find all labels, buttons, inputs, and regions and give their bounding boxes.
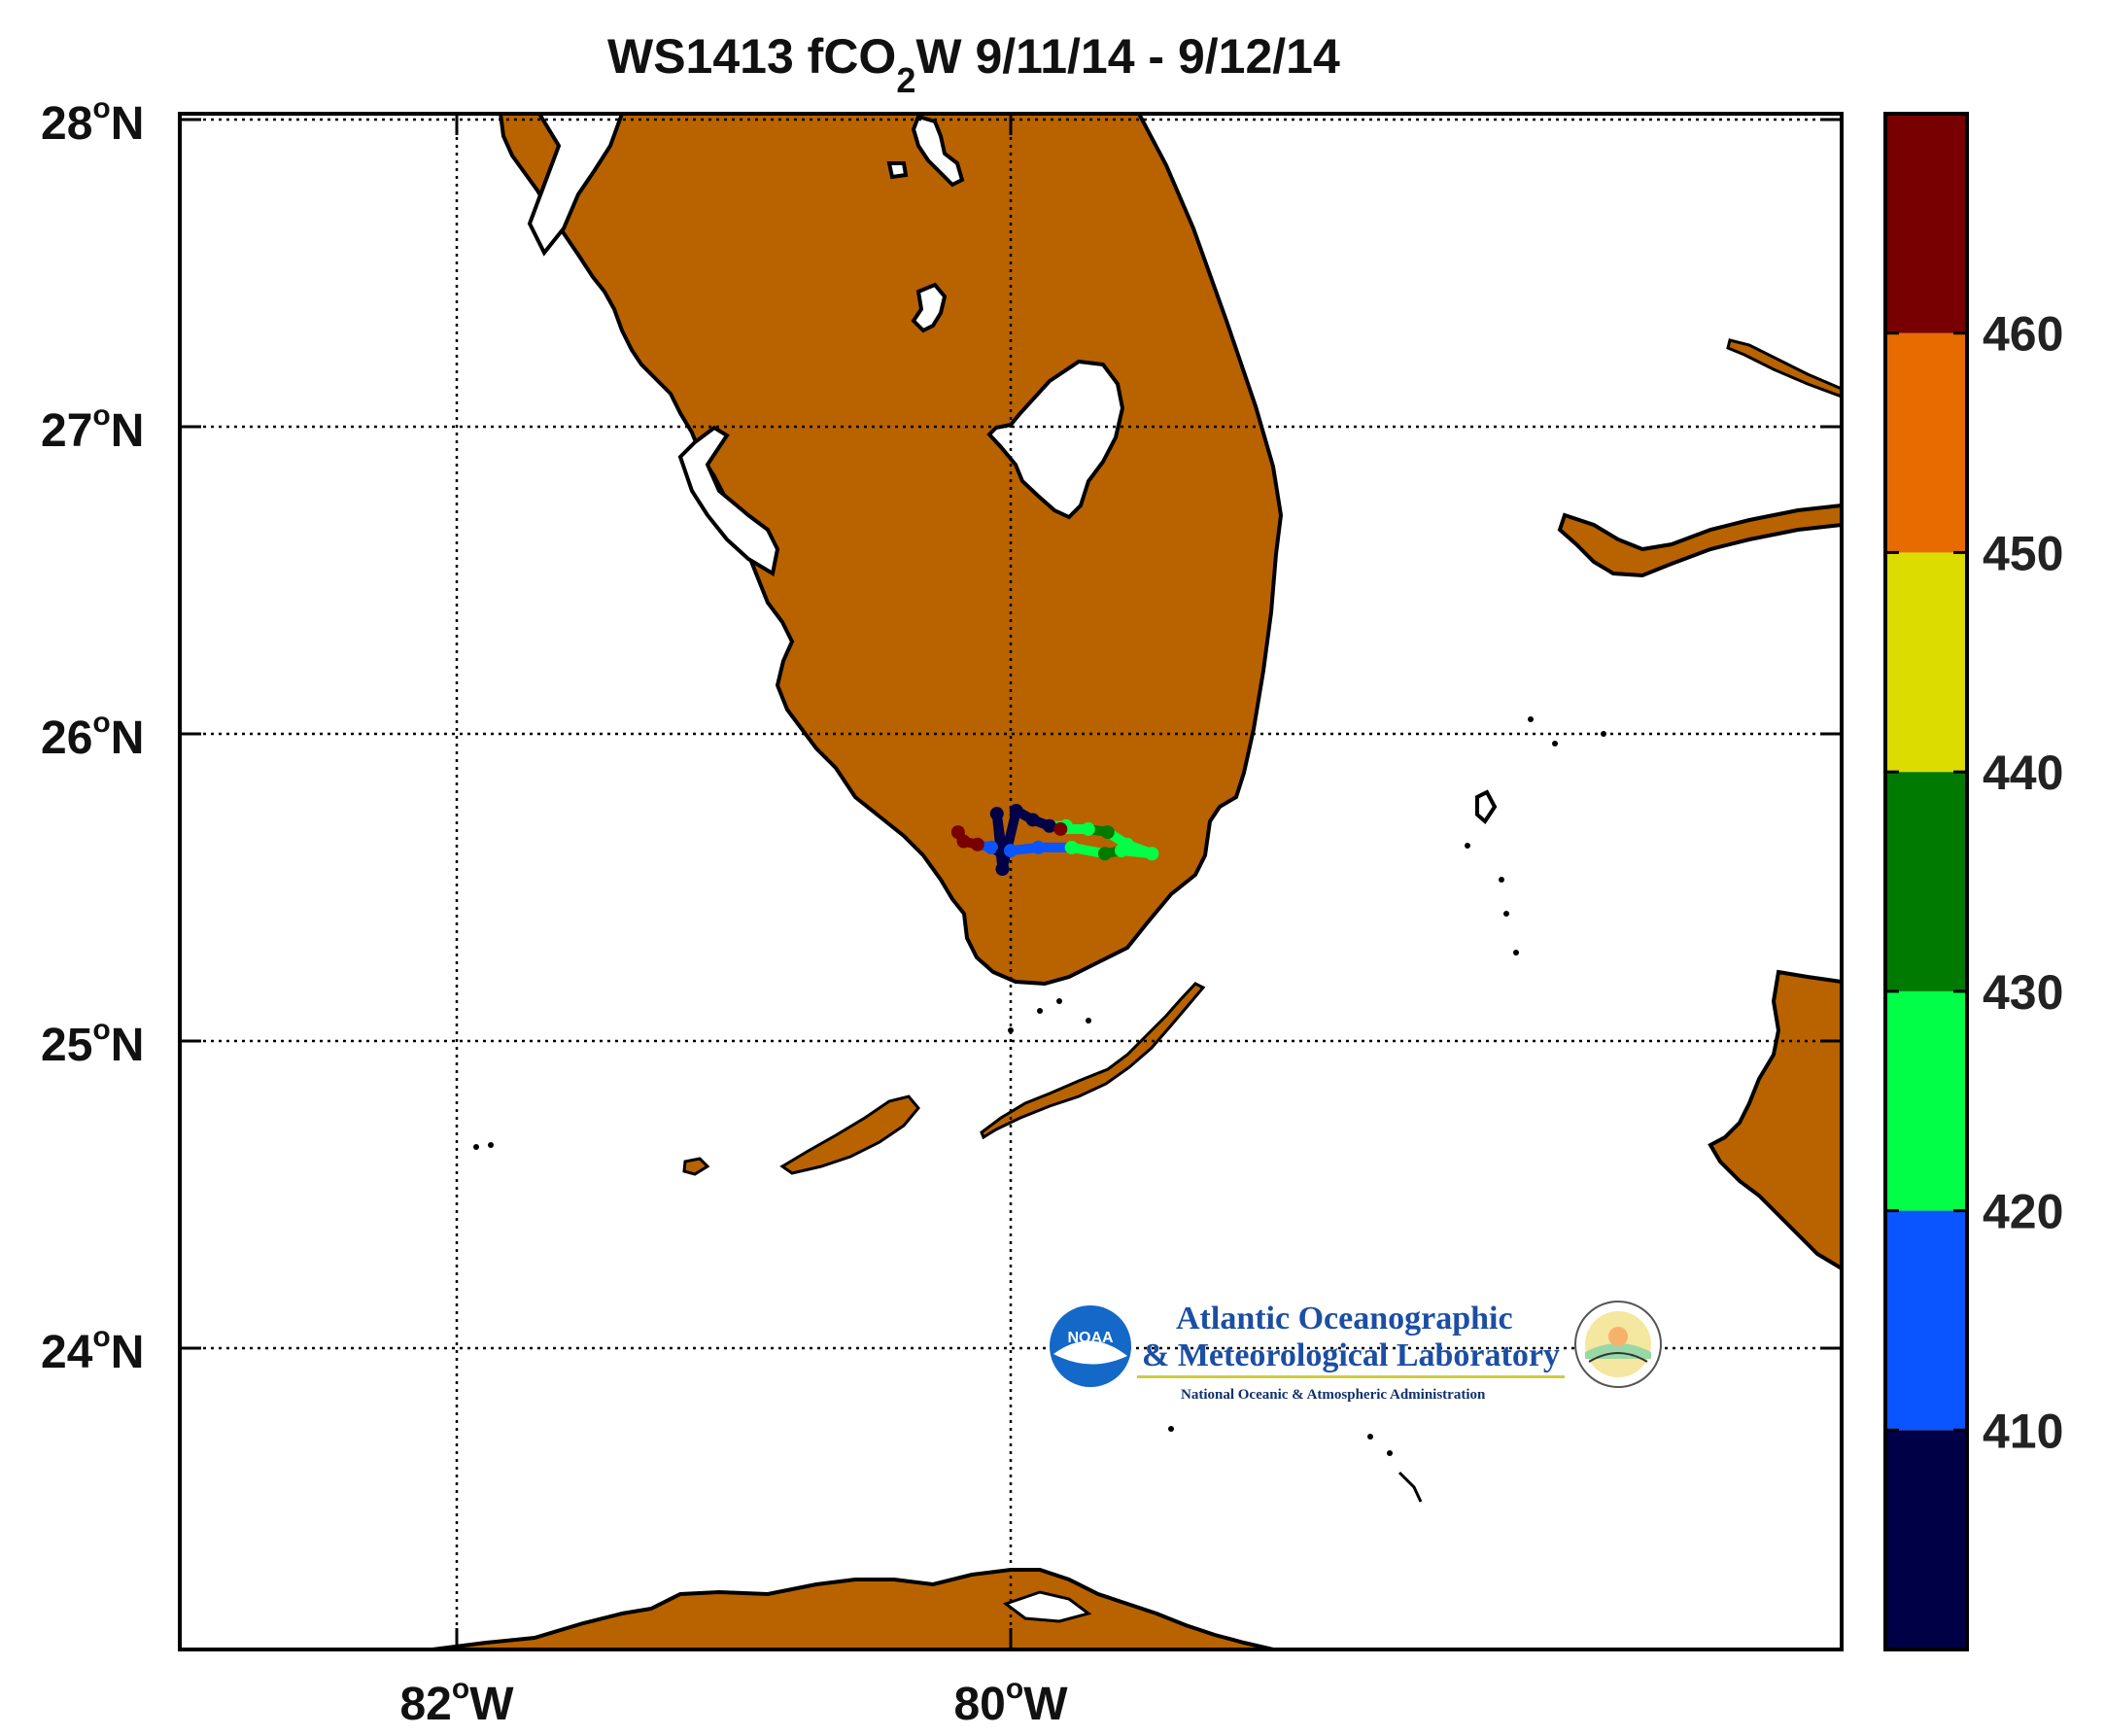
track-point <box>970 837 984 851</box>
lake-okeechobee <box>986 359 1125 520</box>
ship-track <box>950 804 1159 877</box>
noaa-badge-text: NOAA <box>1067 1330 1114 1346</box>
cuba-coast <box>431 1568 1274 1649</box>
chart-title: WS1413 fCO2W 9/11/14 - 9/12/14 <box>607 29 1340 100</box>
colorbar-bin-420 <box>1885 990 1967 1211</box>
track-point <box>1145 847 1159 861</box>
track-point <box>995 862 1010 877</box>
grid-layer <box>180 114 1842 1649</box>
track-point <box>1025 813 1040 827</box>
bimini-island <box>1475 789 1498 825</box>
small-lake-2 <box>886 161 909 180</box>
colorbar-tick-label-420: 420 <box>1983 1185 2063 1239</box>
colorbar-tick-label-460: 460 <box>1983 307 2063 362</box>
colorbar-bin-440 <box>1885 552 1967 773</box>
lon-tick-label-80: 80oW <box>953 1673 1068 1730</box>
colorbar-tick-label-450: 450 <box>1983 526 2063 580</box>
key-island-1 <box>682 1157 710 1176</box>
islet-chain-south <box>1398 1471 1423 1503</box>
colorbar-bin-450 <box>1885 332 1967 553</box>
track-point <box>956 834 971 849</box>
tampa-bay-inlet <box>527 114 625 257</box>
lat-tick-label-28: 28oN <box>41 92 144 150</box>
scattered-islets <box>473 716 1606 1456</box>
track-point <box>1004 844 1018 858</box>
colorbar-tick-label-430: 430 <box>1983 965 2063 1020</box>
track-point <box>1100 825 1115 840</box>
colorbar-bin-460 <box>1885 114 1967 333</box>
lat-tick-label-26: 26oN <box>41 707 144 764</box>
track-point <box>1081 821 1095 836</box>
title-rest: W 9/11/14 - 9/12/14 <box>915 29 1340 84</box>
track-point <box>1042 818 1056 833</box>
track-point <box>1031 840 1046 854</box>
title-subscript: 2 <box>896 60 915 100</box>
cuba-inland-lagoon <box>1002 1590 1092 1623</box>
track-point <box>1064 840 1079 854</box>
andros-island <box>1708 969 1842 1271</box>
lower-keys <box>779 1094 920 1175</box>
land-layer <box>431 114 1842 1649</box>
track-point <box>1097 847 1112 861</box>
florida-landmass <box>498 114 1284 987</box>
map-panel: NOAA Atlantic Oceanographic & Meteorolog… <box>178 112 1844 1651</box>
colorbar-bin-430 <box>1885 772 1967 991</box>
aoml-seal-icon <box>1574 1301 1662 1388</box>
charlotte-harbor-inlet <box>677 425 780 577</box>
title-main: WS1413 fCO <box>607 29 896 84</box>
colorbar-tick-label-410: 410 <box>1983 1404 2063 1458</box>
lat-tick-label-25: 25oN <box>41 1014 144 1071</box>
lat-tick-labels: 28oN 27oN 26oN 25oN 24oN <box>41 92 1842 1378</box>
florida-keys <box>980 982 1206 1140</box>
colorbar-bin-410 <box>1885 1210 1967 1431</box>
track-point <box>1009 804 1023 817</box>
colorbar: 410 420 430 440 450 460 <box>1883 112 2063 1651</box>
small-lake-1 <box>911 114 965 188</box>
logo-line3: National Oceanic & Atmospheric Administr… <box>1181 1387 1486 1403</box>
colorbar-frame <box>1883 112 1969 1651</box>
lon-tick-labels: 82oW 80oW <box>399 114 1068 1730</box>
colorbar-tick-label-440: 440 <box>1983 746 2063 800</box>
track-point <box>1115 844 1128 858</box>
lat-tick-label-27: 27oN <box>41 399 144 457</box>
small-lake-3 <box>911 282 948 333</box>
abaco-island <box>1726 338 1842 399</box>
aoml-logo: NOAA Atlantic Oceanographic & Meteorolog… <box>1050 1301 1662 1403</box>
lat-tick-label-24: 24oN <box>41 1321 144 1378</box>
track-point <box>989 807 1004 821</box>
logo-line2: & Meteorological Laboratory <box>1142 1337 1560 1373</box>
colorbar-bin-400 <box>1885 1430 1967 1649</box>
track-point <box>984 840 999 854</box>
lon-tick-label-82: 82oW <box>399 1673 514 1730</box>
logo-line1: Atlantic Oceanographic <box>1176 1301 1513 1337</box>
track-point <box>1053 821 1068 836</box>
grand-bahama-island <box>1557 503 1842 578</box>
